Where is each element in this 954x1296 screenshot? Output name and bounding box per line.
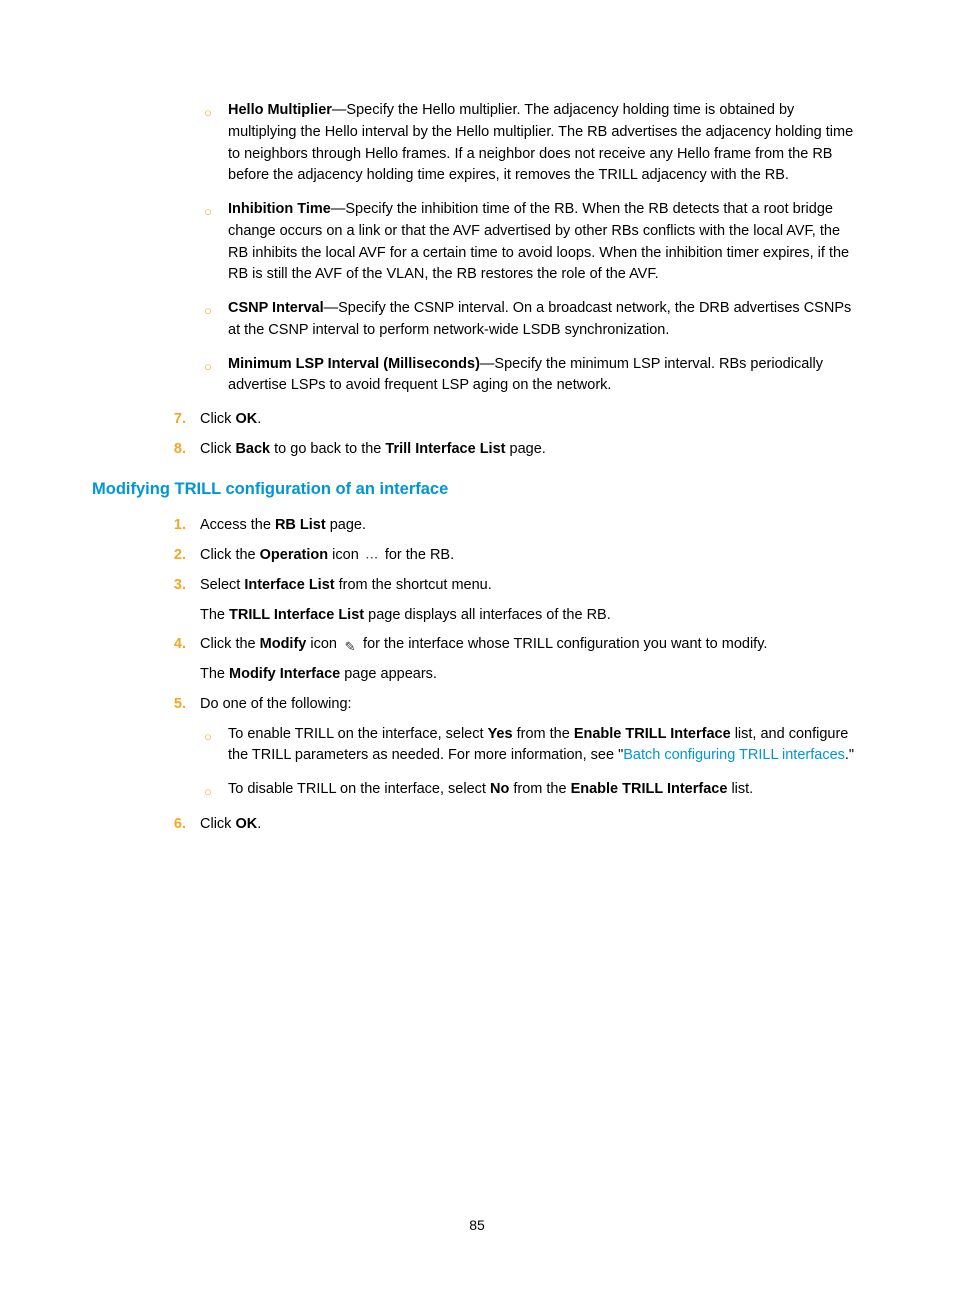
step-number: 3. — [160, 575, 200, 597]
param-bullet-list: ○ Hello Multiplier—Specify the Hello mul… — [204, 100, 862, 397]
step-3: 3. Select Interface List from the shortc… — [160, 575, 862, 597]
step-5: 5. Do one of the following: — [160, 694, 862, 716]
step-list-top: 7. Click OK. 8. Click Back to go back to… — [160, 409, 862, 461]
step-8: 8. Click Back to go back to the Trill In… — [160, 439, 862, 461]
bullet-marker-icon: ○ — [204, 724, 228, 768]
batch-config-link[interactable]: Batch configuring TRILL interfaces — [623, 747, 845, 763]
step-number: 7. — [160, 409, 200, 431]
step-5-sublist: ○ To enable TRILL on the interface, sele… — [204, 724, 862, 802]
step-number: 1. — [160, 515, 200, 537]
term: Inhibition Time — [228, 201, 331, 217]
step-1: 1. Access the RB List page. — [160, 515, 862, 537]
bullet-csnp-interval: ○ CSNP Interval—Specify the CSNP interva… — [204, 298, 862, 342]
bullet-marker-icon: ○ — [204, 298, 228, 342]
bullet-min-lsp-interval: ○ Minimum LSP Interval (Milliseconds)—Sp… — [204, 354, 862, 398]
step-7: 7. Click OK. — [160, 409, 862, 431]
bullet-inhibition-time: ○ Inhibition Time—Specify the inhibition… — [204, 199, 862, 286]
bullet-marker-icon: ○ — [204, 354, 228, 398]
term: Hello Multiplier — [228, 102, 332, 118]
operation-icon: ⋯ — [363, 548, 381, 562]
step-5a: ○ To enable TRILL on the interface, sele… — [204, 724, 862, 768]
step-2: 2. Click the Operation icon ⋯ for the RB… — [160, 545, 862, 567]
bullet-hello-multiplier: ○ Hello Multiplier—Specify the Hello mul… — [204, 100, 862, 187]
term: CSNP Interval — [228, 300, 324, 316]
step-3-followup: The TRILL Interface List page displays a… — [200, 605, 862, 627]
step-number: 8. — [160, 439, 200, 461]
bullet-marker-icon: ○ — [204, 779, 228, 802]
bullet-marker-icon: ○ — [204, 100, 228, 187]
step-4-followup: The Modify Interface page appears. — [200, 664, 862, 686]
step-number: 6. — [160, 814, 200, 836]
page-number: 85 — [0, 1215, 954, 1236]
bullet-marker-icon: ○ — [204, 199, 228, 286]
step-number: 4. — [160, 634, 200, 656]
term: Minimum LSP Interval (Milliseconds) — [228, 356, 480, 372]
step-5b: ○ To disable TRILL on the interface, sel… — [204, 779, 862, 802]
step-list-main: 1. Access the RB List page. 2. Click the… — [160, 515, 862, 596]
step-4: 4. Click the Modify icon ✎ for the inter… — [160, 634, 862, 656]
step-number: 2. — [160, 545, 200, 567]
step-6: 6. Click OK. — [160, 814, 862, 836]
step-number: 5. — [160, 694, 200, 716]
modify-icon: ✎ — [341, 637, 359, 651]
section-heading: Modifying TRILL configuration of an inte… — [92, 477, 862, 502]
